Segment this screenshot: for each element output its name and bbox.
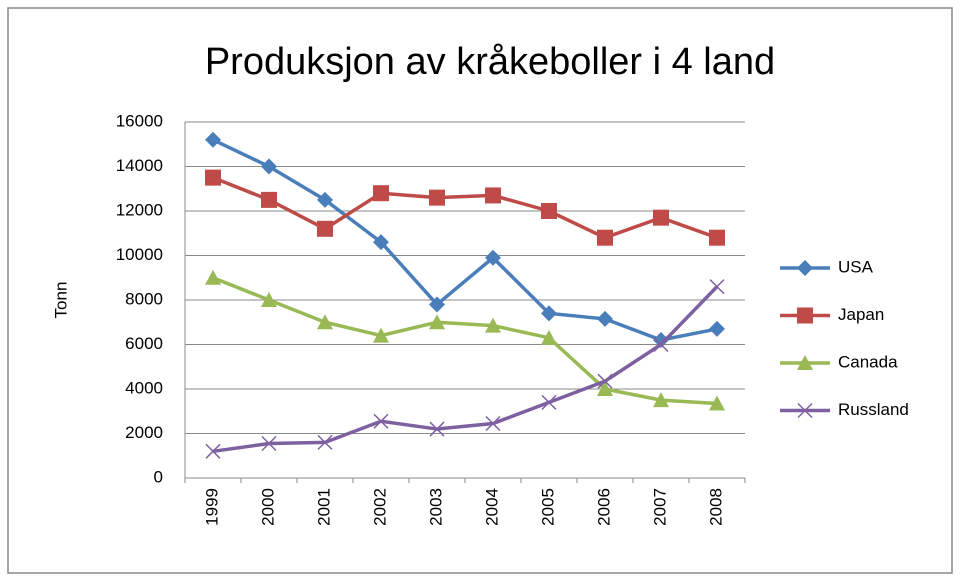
x-tick-label: 2005 xyxy=(538,488,557,526)
point xyxy=(373,234,389,251)
point xyxy=(373,413,389,429)
y-tick-label: 10000 xyxy=(116,245,163,264)
point xyxy=(653,332,669,349)
point xyxy=(429,189,445,206)
legend-label: Canada xyxy=(838,352,898,371)
x-tick-label: 1999 xyxy=(202,488,221,526)
point xyxy=(205,131,221,148)
point xyxy=(597,381,613,396)
point xyxy=(485,317,501,333)
point xyxy=(261,435,277,452)
legend-label: USA xyxy=(838,257,874,276)
point xyxy=(317,191,333,208)
point xyxy=(261,158,277,175)
point xyxy=(709,229,725,246)
legend-label: Japan xyxy=(838,305,884,324)
point xyxy=(261,292,277,307)
series-line xyxy=(212,276,718,406)
y-tick-label: 2000 xyxy=(125,423,163,442)
point xyxy=(709,279,725,295)
legend-marker xyxy=(797,402,813,419)
point xyxy=(709,320,725,337)
point xyxy=(653,392,669,408)
y-tick-label: 0 xyxy=(154,467,163,486)
x-tick-label: 2002 xyxy=(370,488,389,526)
point xyxy=(429,314,445,330)
point xyxy=(597,310,613,327)
point xyxy=(317,220,333,237)
point xyxy=(429,296,445,313)
y-tick-label: 6000 xyxy=(125,334,163,353)
x-tick-label: 2004 xyxy=(482,488,501,526)
point xyxy=(597,373,613,389)
series-line xyxy=(212,175,718,240)
point xyxy=(261,191,277,208)
point xyxy=(653,336,669,353)
point xyxy=(373,185,389,202)
series-line xyxy=(212,138,718,342)
y-tick-label: 8000 xyxy=(125,289,163,308)
legend-marker xyxy=(797,260,813,276)
y-tick-label: 4000 xyxy=(125,378,163,397)
x-tick-label: 2001 xyxy=(314,488,333,526)
y-axis-label: Tonn xyxy=(51,282,70,319)
chart-title: Produksjon av kråkeboller i 4 land xyxy=(205,41,775,83)
point xyxy=(373,327,389,343)
legend-label: Russland xyxy=(838,400,909,419)
x-tick-label: 2003 xyxy=(426,488,445,526)
point xyxy=(317,314,333,330)
point xyxy=(541,394,557,410)
point xyxy=(317,434,333,450)
point xyxy=(653,209,669,226)
point xyxy=(205,269,221,285)
x-tick-label: 2006 xyxy=(594,488,613,526)
point xyxy=(485,187,501,204)
y-tick-label: 12000 xyxy=(116,200,163,219)
point xyxy=(709,395,725,411)
point xyxy=(541,203,557,219)
point xyxy=(485,415,501,432)
point xyxy=(205,443,221,459)
chart-border xyxy=(7,7,953,574)
x-tick-label: 2000 xyxy=(258,488,277,526)
point xyxy=(597,229,613,246)
point xyxy=(205,169,221,186)
legend-marker xyxy=(797,307,813,324)
point xyxy=(429,421,445,437)
point xyxy=(485,249,501,266)
y-tick-label: 14000 xyxy=(116,156,163,175)
x-tick-label: 2007 xyxy=(650,488,669,526)
y-tick-label: 16000 xyxy=(116,111,163,130)
point xyxy=(541,329,557,345)
legend-marker xyxy=(797,355,813,370)
series-line xyxy=(212,285,719,454)
point xyxy=(541,305,557,322)
x-tick-label: 2008 xyxy=(706,488,725,526)
